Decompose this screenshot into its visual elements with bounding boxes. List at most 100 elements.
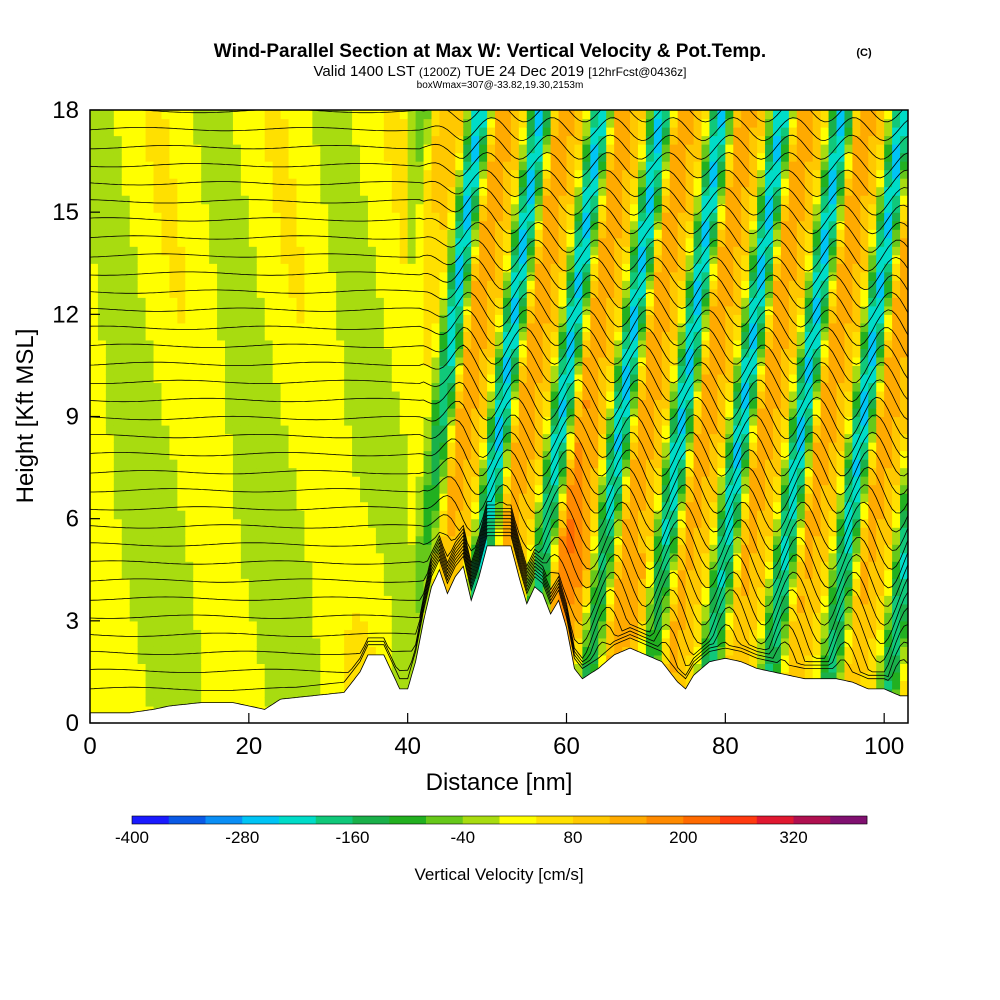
velocity-cell bbox=[550, 365, 560, 375]
velocity-cell bbox=[630, 637, 639, 647]
velocity-cell bbox=[352, 433, 361, 443]
velocity-cell bbox=[383, 314, 393, 324]
velocity-cell bbox=[495, 212, 504, 222]
velocity-cell bbox=[248, 382, 258, 392]
velocity-cell bbox=[479, 212, 488, 222]
velocity-cell bbox=[455, 297, 464, 307]
velocity-cell bbox=[550, 331, 560, 341]
velocity-cell bbox=[574, 416, 583, 426]
velocity-cell bbox=[129, 135, 139, 145]
velocity-cell bbox=[153, 476, 163, 486]
velocity-cell bbox=[113, 484, 123, 494]
velocity-cell bbox=[439, 110, 448, 120]
velocity-cell bbox=[367, 246, 377, 256]
velocity-cell bbox=[431, 390, 441, 401]
velocity-cell bbox=[113, 212, 123, 222]
velocity-cell bbox=[240, 399, 250, 409]
velocity-cell bbox=[304, 603, 313, 613]
velocity-cell bbox=[145, 297, 155, 307]
velocity-cell bbox=[177, 161, 186, 171]
velocity-cell bbox=[169, 603, 178, 613]
velocity-cell bbox=[431, 127, 441, 137]
velocity-cell bbox=[248, 510, 258, 520]
velocity-cell bbox=[97, 348, 107, 358]
velocity-cell bbox=[185, 595, 194, 605]
velocity-cell bbox=[431, 569, 441, 579]
velocity-cell bbox=[312, 493, 321, 503]
velocity-cell bbox=[177, 586, 186, 596]
velocity-cell bbox=[225, 527, 234, 537]
velocity-cell bbox=[463, 322, 472, 332]
velocity-cell bbox=[558, 212, 568, 222]
velocity-cell bbox=[137, 637, 147, 647]
velocity-cell bbox=[590, 186, 599, 196]
velocity-cell bbox=[407, 399, 417, 409]
velocity-cell bbox=[304, 297, 313, 307]
velocity-cell bbox=[145, 595, 155, 605]
velocity-cell bbox=[201, 220, 210, 230]
velocity-cell bbox=[447, 144, 456, 154]
velocity-cell bbox=[129, 459, 139, 469]
velocity-cell bbox=[97, 118, 107, 128]
velocity-cell bbox=[90, 705, 99, 716]
velocity-cell bbox=[264, 127, 274, 137]
velocity-cell bbox=[272, 127, 282, 137]
velocity-cell bbox=[360, 127, 369, 137]
velocity-cell bbox=[352, 322, 361, 332]
velocity-cell bbox=[129, 467, 139, 477]
velocity-cell bbox=[240, 152, 250, 162]
velocity-cell bbox=[495, 246, 504, 256]
velocity-cell bbox=[582, 220, 591, 230]
velocity-cell bbox=[137, 127, 147, 137]
velocity-cell bbox=[367, 322, 377, 332]
velocity-cell bbox=[193, 144, 202, 154]
velocity-cell bbox=[606, 331, 615, 341]
velocity-cell bbox=[399, 212, 409, 222]
velocity-cell bbox=[582, 297, 591, 307]
velocity-cell bbox=[495, 442, 504, 452]
velocity-cell bbox=[153, 467, 163, 477]
velocity-cell bbox=[217, 654, 226, 664]
velocity-cell bbox=[232, 544, 242, 554]
velocity-cell bbox=[407, 484, 417, 494]
velocity-cell bbox=[614, 220, 623, 230]
velocity-cell bbox=[105, 688, 115, 699]
velocity-cell bbox=[399, 203, 409, 213]
velocity-cell bbox=[169, 493, 178, 503]
velocity-cell bbox=[423, 169, 433, 179]
velocity-cell bbox=[90, 552, 99, 562]
velocity-cell bbox=[463, 399, 472, 409]
velocity-cell bbox=[169, 637, 178, 647]
velocity-cell bbox=[217, 229, 226, 239]
velocity-cell bbox=[598, 552, 607, 562]
velocity-cell bbox=[447, 433, 456, 443]
velocity-cell bbox=[304, 476, 313, 486]
velocity-cell bbox=[574, 212, 583, 222]
velocity-cell bbox=[574, 552, 583, 562]
velocity-cell bbox=[161, 620, 171, 630]
velocity-cell bbox=[177, 169, 186, 179]
velocity-cell bbox=[169, 535, 178, 545]
velocity-cell bbox=[161, 654, 171, 664]
velocity-cell bbox=[614, 467, 623, 477]
velocity-cell bbox=[225, 280, 234, 290]
velocity-cell bbox=[375, 527, 385, 537]
velocity-cell bbox=[264, 637, 274, 647]
velocity-cell bbox=[193, 297, 202, 307]
velocity-cell bbox=[558, 510, 568, 520]
velocity-cell bbox=[360, 382, 369, 392]
velocity-cell bbox=[121, 365, 131, 375]
velocity-cell bbox=[90, 297, 99, 307]
velocity-cell bbox=[248, 476, 258, 486]
velocity-cell bbox=[248, 459, 258, 469]
velocity-cell bbox=[534, 314, 544, 324]
velocity-cell bbox=[256, 271, 266, 281]
velocity-cell bbox=[542, 263, 552, 273]
velocity-cell bbox=[622, 288, 631, 298]
velocity-cell bbox=[598, 535, 607, 545]
velocity-cell bbox=[590, 646, 599, 656]
velocity-cell bbox=[296, 212, 306, 222]
velocity-cell bbox=[121, 178, 131, 188]
velocity-cell bbox=[153, 603, 163, 613]
velocity-cell bbox=[344, 476, 353, 486]
